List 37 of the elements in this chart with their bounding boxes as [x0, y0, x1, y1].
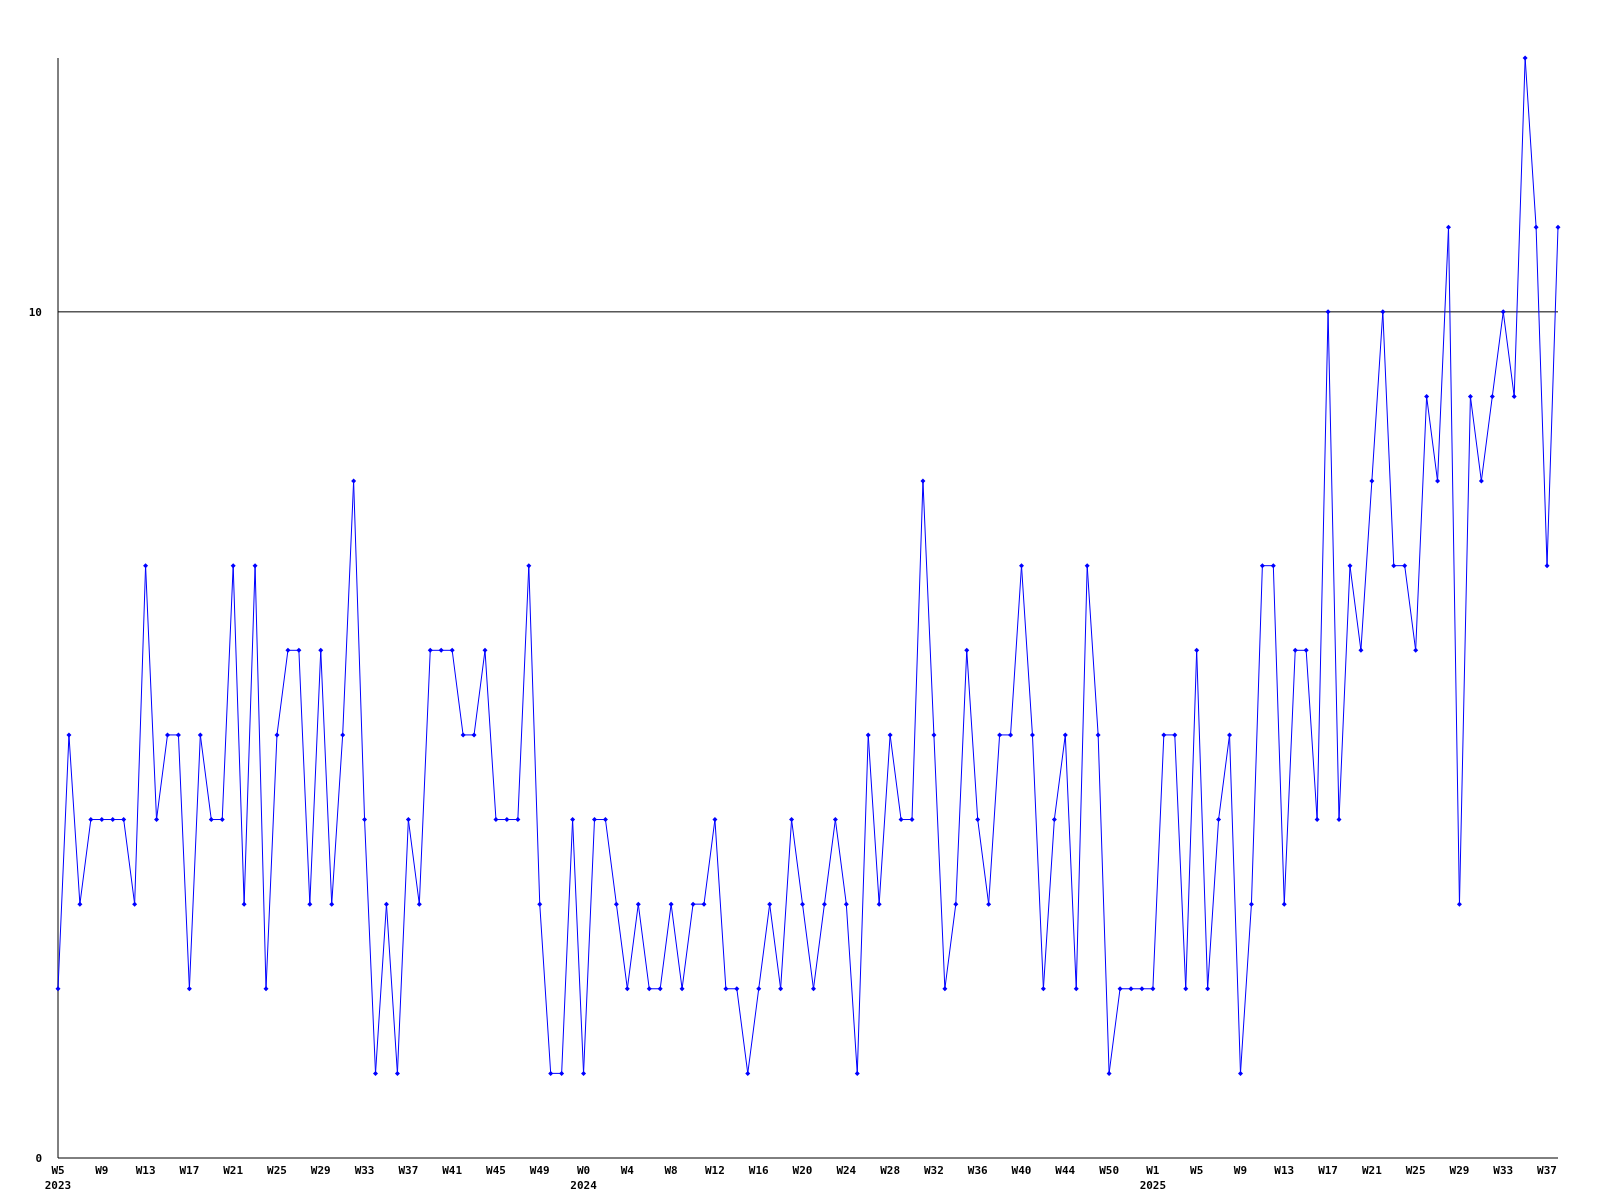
x-tick-label: W45 [486, 1164, 506, 1177]
x-tick-label: W25 [1405, 1164, 1426, 1177]
x-tick-label: W37 [1537, 1164, 1557, 1177]
x-tick-label: W1 2025 [1139, 1164, 1167, 1192]
x-tick-label: W5 2023 [44, 1164, 72, 1192]
x-tick-label: W4 [620, 1164, 635, 1177]
x-tick-label: W37 [398, 1164, 419, 1177]
x-tick-label: W20 [792, 1164, 813, 1177]
x-tick-label: W40 [1011, 1164, 1032, 1177]
x-tick-label: W29 [1449, 1164, 1470, 1177]
x-tick-label: W25 [267, 1164, 287, 1177]
x-tick-label: W21 [1361, 1164, 1383, 1177]
x-tick-label: W28 [880, 1164, 901, 1177]
x-tick-label: W44 [1055, 1164, 1076, 1177]
x-tick-label: W32 [923, 1164, 944, 1177]
x-tick-label: W24 [836, 1164, 857, 1177]
x-tick-label: W13 [135, 1164, 156, 1177]
x-tick-label: W50 [1099, 1164, 1120, 1177]
x-tick-label: W16 [748, 1164, 770, 1177]
y-tick-label: 10 [28, 305, 42, 319]
x-tick-label: W29 [310, 1164, 331, 1177]
x-tick-label: W13 [1274, 1164, 1295, 1177]
x-tick-label: W8 [664, 1164, 678, 1177]
x-tick-label: W17 [1318, 1164, 1339, 1177]
x-tick-label: W5 [1190, 1164, 1204, 1177]
x-tick-label: W33 [354, 1164, 375, 1177]
x-tick-label: W21 [223, 1164, 244, 1177]
x-tick-label: W41 [442, 1164, 463, 1177]
x-tick-label: W33 [1493, 1164, 1514, 1177]
x-tick-label: W17 [179, 1164, 200, 1177]
x-tick-label: W12 [705, 1164, 725, 1177]
y-tick-label: 0 [35, 1151, 42, 1165]
x-tick-label: W49 [529, 1164, 550, 1177]
x-tick-label: W36 [967, 1164, 989, 1177]
x-tick-label: W9 [95, 1164, 109, 1177]
x-tick-label: W0 2024 [570, 1164, 598, 1192]
x-tick-label: W9 [1233, 1164, 1248, 1177]
